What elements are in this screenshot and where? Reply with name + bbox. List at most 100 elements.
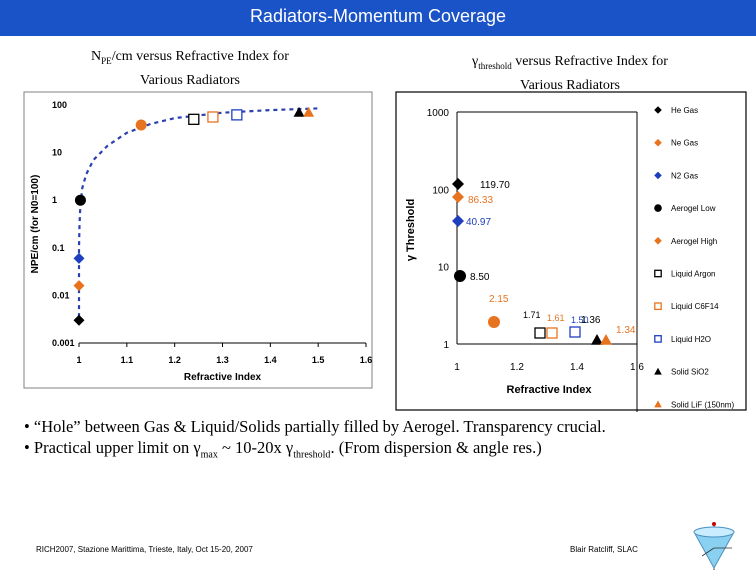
right-y-axis-label: γ Threshold (405, 199, 417, 261)
bullet-2-sub-max: max (200, 449, 218, 461)
left-data-point (303, 106, 315, 117)
footer-conference: RICH2007, Stazione Marittima, Trieste, I… (36, 545, 253, 554)
right-data-point (591, 334, 603, 345)
right-data-point (452, 215, 464, 227)
right-data-label: 2.15 (489, 294, 509, 305)
bullet-2-sub-threshold: threshold (293, 449, 331, 461)
legend-marker (654, 138, 662, 147)
left-data-point (73, 252, 85, 264)
left-x-tick-label: 1 (76, 355, 81, 365)
left-chart-frame (23, 91, 373, 389)
legend-label: Ne Gas (671, 139, 698, 148)
right-data-point (488, 316, 500, 328)
left-data-point (73, 280, 85, 292)
left-data-point (73, 314, 85, 326)
bullet-1: • “Hole” between Gas & Liquid/Solids par… (24, 417, 606, 436)
legend-label: Aerogel High (671, 237, 717, 246)
title-bar: Radiators-Momentum Coverage (0, 0, 756, 36)
legend-marker (654, 269, 662, 278)
right-x-tick-label: 1 (454, 362, 460, 373)
legend-marker (654, 204, 662, 212)
right-data-label: 1.34 (616, 325, 636, 336)
left-x-tick-label: 1.3 (216, 355, 229, 365)
left-data-point (188, 113, 200, 125)
right-x-axis-label: Refractive Index (507, 384, 593, 396)
left-x-axis-label: Refractive Index (184, 372, 262, 383)
right-data-point (600, 334, 612, 345)
right-data-label: 8.50 (470, 272, 490, 283)
legend-label: Liquid Argon (671, 270, 715, 279)
legend-label: Liquid C6F14 (671, 302, 719, 311)
right-y-tick-label: 1000 (427, 108, 450, 119)
right-y-tick-label: 1 (443, 340, 449, 351)
right-data-point (454, 270, 466, 282)
legend-marker (654, 400, 662, 408)
left-y-tick-label: 1 (52, 195, 57, 205)
right-title-rest: versus Refractive Index for (511, 54, 668, 69)
right-data-point (534, 327, 546, 339)
left-x-tick-label: 1.4 (264, 355, 277, 365)
left-y-axis-label: NPE/cm (for N0=100) (30, 175, 41, 274)
left-x-tick-label: 1.1 (121, 355, 134, 365)
right-data-label: 1.36 (581, 315, 601, 326)
left-y-tick-label: 0.1 (52, 243, 65, 253)
legend-label: He Gas (671, 106, 698, 115)
left-title-line2: Various Radiators (140, 72, 240, 88)
legend-marker (654, 106, 662, 114)
left-title-rest: /cm versus Refractive Index for (111, 49, 289, 64)
left-data-point (293, 106, 305, 117)
slide-title: Radiators-Momentum Coverage (249, 6, 507, 26)
left-data-point (135, 119, 147, 131)
right-x-tick-label: 1.6 (630, 362, 644, 373)
cherenkov-cone-icon (693, 522, 735, 570)
bullet-2-pre: • Practical upper limit on γ (24, 438, 201, 457)
legend-marker (654, 335, 662, 343)
right-chart-title: γthreshold versus Refractive Index for V… (420, 52, 720, 95)
right-data-label: 86.33 (468, 195, 493, 206)
left-x-tick-label: 1.2 (168, 355, 181, 365)
left-title-sub: PE (101, 55, 112, 66)
legend-marker (654, 302, 662, 311)
right-data-label: 1.71 (523, 310, 541, 320)
left-x-tick-label: 1.5 (312, 355, 325, 365)
right-data-point (569, 326, 581, 338)
legend-label: Solid SiO2 (671, 368, 709, 377)
right-data-label: 1.61 (547, 313, 565, 323)
legend-label: N2 Gas (671, 171, 698, 180)
right-data-label: 40.97 (466, 217, 491, 228)
left-title-n: N (91, 49, 102, 64)
right-title-line2: Various Radiators (520, 77, 620, 93)
bullet-list: • “Hole” between Gas & Liquid/Solids par… (24, 416, 714, 465)
left-data-point (231, 109, 243, 121)
right-title-symbol: γ (472, 54, 479, 69)
bullet-2-post: . (From dispersion & angle res.) (330, 438, 542, 457)
legend-label: Liquid H2O (671, 335, 711, 344)
left-data-point (207, 111, 219, 123)
left-y-tick-label: 10 (52, 148, 62, 158)
legend-label: Solid LiF (150nm) (671, 400, 734, 409)
legend-marker (654, 237, 662, 245)
left-data-point (74, 194, 86, 206)
right-x-tick-label: 1.4 (570, 362, 584, 373)
right-title-sub: threshold (478, 60, 512, 71)
right-data-point (452, 191, 464, 203)
left-y-tick-label: 0.01 (52, 290, 70, 300)
right-y-tick-label: 100 (432, 185, 449, 196)
right-data-label: 119.70 (480, 180, 510, 191)
left-y-tick-label: 0.001 (52, 338, 75, 348)
legend-marker (654, 367, 662, 375)
right-data-point (546, 327, 558, 339)
right-chart-frame (395, 91, 747, 411)
right-data-point (452, 178, 464, 190)
right-data-label: 1.50 (571, 315, 589, 325)
right-y-tick-label: 10 (438, 263, 450, 274)
legend-label: Aerogel Low (671, 204, 716, 213)
left-x-tick-label: 1.6 (360, 355, 373, 365)
right-x-tick-label: 1.2 (510, 362, 524, 373)
left-y-tick-label: 100 (52, 100, 67, 110)
bullet-2-mid: ~ 10-20x γ (217, 438, 294, 457)
left-chart-title: NPE/cm versus Refractive Index for Vario… (40, 47, 340, 90)
legend-marker (654, 171, 662, 180)
